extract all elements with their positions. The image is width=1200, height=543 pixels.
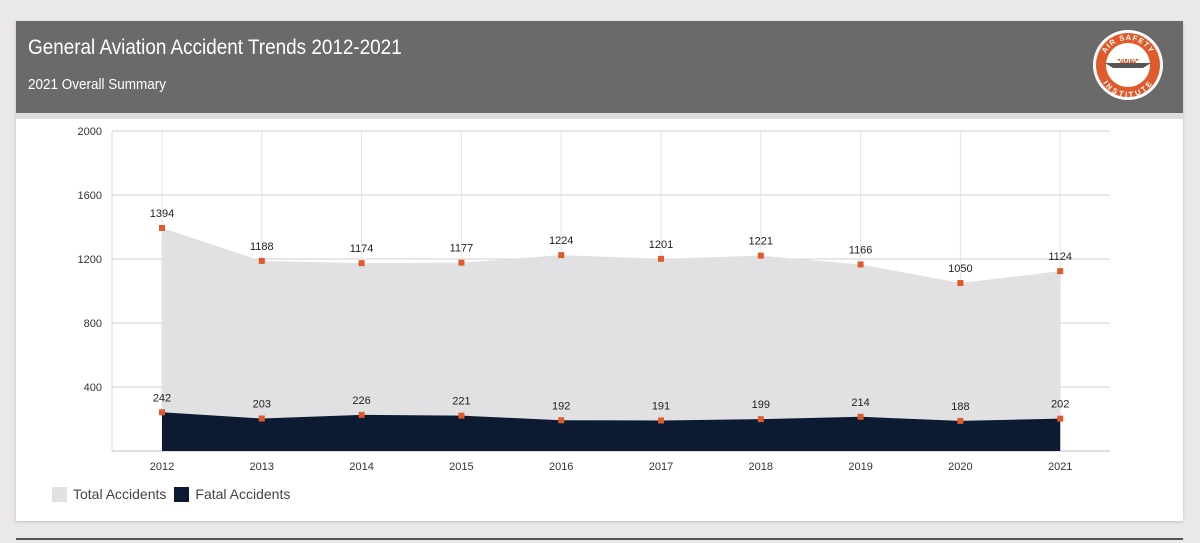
total-accidents-point: [258, 257, 265, 264]
fatal-accidents-point: [358, 411, 365, 418]
x-tick-label: 2018: [749, 461, 773, 473]
fatal-accidents-data-label: 191: [652, 400, 670, 412]
header-accent-bar: [16, 113, 1183, 119]
x-tick-label: 2014: [349, 461, 373, 473]
total-accidents-data-label: 1124: [1048, 251, 1072, 263]
fatal-accidents-point: [558, 417, 565, 424]
x-tick-label: 2020: [948, 461, 972, 473]
legend-swatch-fatal: [174, 486, 190, 502]
total-accidents-point: [458, 259, 465, 266]
logo-middle-text: AOPA: [1119, 58, 1138, 65]
total-accidents-data-label: 1177: [450, 243, 474, 255]
legend-label-fatal: Fatal Accidents: [195, 486, 291, 502]
total-accidents-data-label: 1188: [250, 241, 274, 253]
fatal-accidents-area: [162, 412, 1061, 451]
legend-item-fatal: Fatal Accidents: [174, 486, 290, 502]
total-accidents-area: [162, 227, 1061, 451]
page-subtitle: 2021 Overall Summary: [28, 76, 167, 93]
total-accidents-point: [358, 260, 365, 267]
x-tick-label: 2013: [250, 461, 274, 473]
total-accidents-data-label: 1201: [649, 239, 673, 251]
legend-swatch-total: [52, 486, 67, 502]
y-tick-label: 1600: [78, 190, 102, 202]
page-title: General Aviation Accident Trends 2012-20…: [28, 36, 402, 59]
y-tick-label: 2000: [78, 126, 102, 138]
fatal-accidents-point: [658, 417, 664, 424]
fatal-accidents-point: [857, 413, 864, 420]
total-accidents-point: [1057, 268, 1064, 275]
x-tick-label: 2012: [150, 461, 174, 473]
fatal-accidents-data-label: 199: [752, 399, 770, 411]
chart-legend: Total Accidents Fatal Accidents: [52, 485, 298, 503]
fatal-accidents-data-label: 242: [153, 392, 171, 404]
fatal-accidents-point: [957, 417, 964, 424]
total-accidents-data-label: 1394: [150, 208, 174, 220]
y-tick-label: 1200: [78, 254, 102, 266]
fatal-accidents-data-label: 226: [352, 395, 370, 407]
total-accidents-point: [857, 261, 864, 268]
legend-label-total: Total Accidents: [73, 486, 167, 502]
fatal-accidents-point: [258, 415, 265, 422]
x-tick-label: 2016: [549, 461, 573, 473]
total-accidents-point: [159, 224, 165, 231]
legend-item-total: Total Accidents: [52, 486, 166, 502]
x-tick-label: 2019: [848, 461, 872, 473]
page-bottom-rule: [16, 538, 1183, 540]
total-accidents-data-label: 1050: [948, 263, 972, 275]
fatal-accidents-point: [458, 412, 465, 419]
fatal-accidents-data-label: 203: [253, 399, 271, 411]
total-accidents-data-label: 1174: [350, 243, 374, 255]
x-tick-label: 2021: [1048, 461, 1072, 473]
x-tick-label: 2017: [649, 461, 673, 473]
total-accidents-point: [558, 252, 565, 259]
fatal-accidents-data-label: 188: [951, 401, 969, 413]
total-accidents-data-label: 1221: [749, 236, 773, 248]
accident-trends-chart: 400 800 1200 1600 2000 2012 2013 2014 2015 2016 20…: [78, 126, 1110, 473]
fatal-accidents-point: [1057, 415, 1064, 422]
fatal-accidents-point: [757, 416, 764, 423]
x-tick-label: 2015: [449, 461, 473, 473]
y-tick-label: 800: [84, 318, 102, 330]
fatal-accidents-data-label: 202: [1051, 399, 1069, 411]
fatal-accidents-data-label: 214: [851, 397, 869, 409]
aopa-air-safety-institute-logo: AIR SAFETY INSTITUTE AOPA: [1093, 30, 1163, 100]
total-accidents-point: [757, 252, 764, 259]
y-tick-label: 400: [84, 382, 102, 394]
total-accidents-point: [957, 280, 964, 286]
fatal-accidents-data-label: 221: [452, 396, 470, 408]
fatal-accidents-point: [159, 409, 165, 416]
fatal-accidents-data-label: 192: [552, 400, 570, 412]
total-accidents-data-label: 1224: [549, 235, 573, 247]
total-accidents-data-label: 1166: [849, 244, 873, 256]
total-accidents-point: [658, 255, 664, 262]
header-banner: General Aviation Accident Trends 2012-20…: [16, 21, 1183, 113]
